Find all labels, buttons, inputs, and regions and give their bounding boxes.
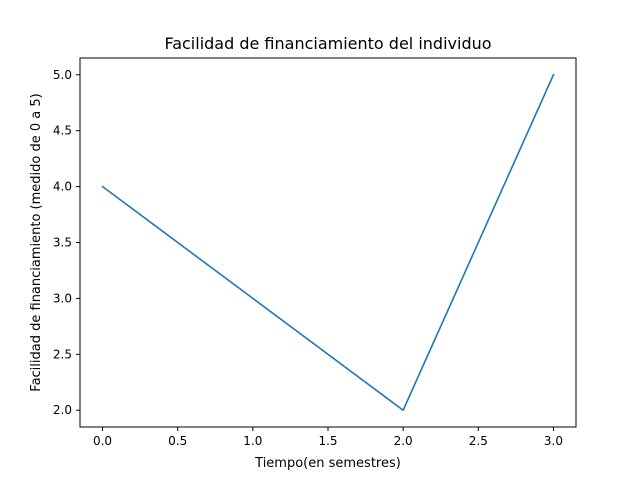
x-tick-label: 0.5 — [168, 434, 187, 448]
y-tick-label: 4.5 — [53, 124, 72, 138]
y-axis: 2.0 2.5 3.0 3.5 4.0 4.5 5.0 — [53, 68, 80, 417]
x-axis-label: Tiempo(en semestres) — [254, 456, 401, 471]
x-axis: 0.0 0.5 1.0 1.5 2.0 2.5 3.0 — [93, 427, 563, 448]
x-tick-label: 0.0 — [93, 434, 112, 448]
y-axis-label: Facilidad de financiamiento (medido de 0… — [29, 93, 44, 391]
x-tick-label: 1.0 — [243, 434, 262, 448]
y-tick-label: 4.0 — [53, 180, 72, 194]
x-tick-label: 2.0 — [394, 434, 413, 448]
y-tick-label: 2.0 — [53, 403, 72, 417]
x-tick-label: 2.5 — [469, 434, 488, 448]
y-tick-label: 3.0 — [53, 291, 72, 305]
y-tick-label: 5.0 — [53, 68, 72, 82]
y-tick-label: 3.5 — [53, 236, 72, 250]
chart-title: Facilidad de financiamiento del individu… — [164, 34, 491, 53]
x-tick-label: 1.5 — [318, 434, 337, 448]
plot-area — [101, 73, 555, 412]
x-tick-label: 3.0 — [544, 434, 563, 448]
y-tick-label: 2.5 — [53, 347, 72, 361]
series-line — [101, 73, 555, 412]
axes-frame — [79, 57, 577, 428]
